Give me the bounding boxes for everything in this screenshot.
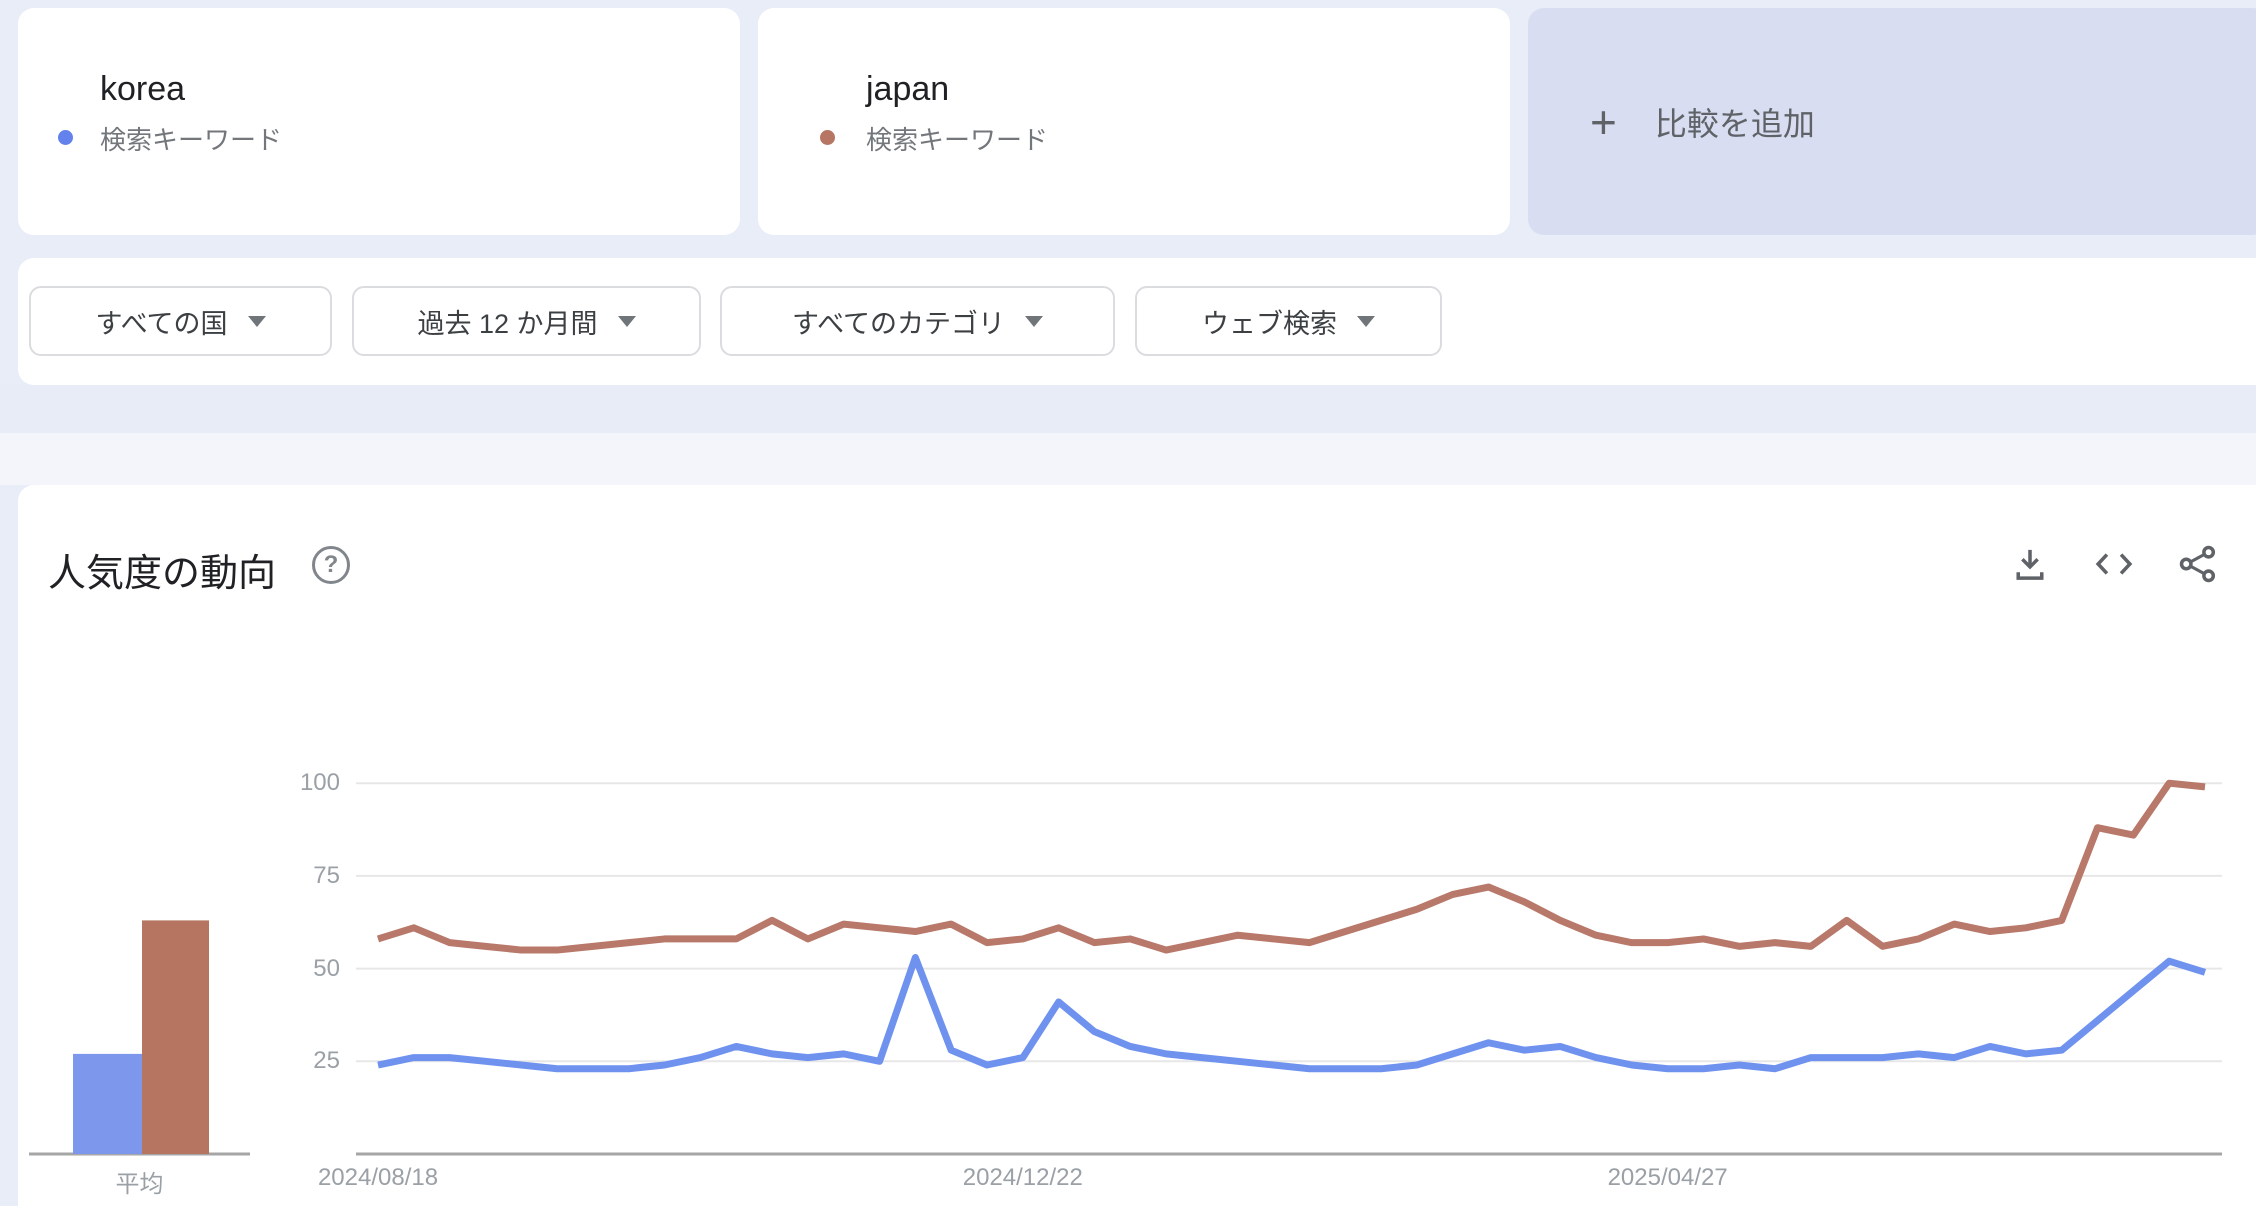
embed-code-icon[interactable] [2094, 544, 2134, 584]
term-card-japan[interactable]: japan 検索キーワード [758, 8, 1510, 235]
page-background-band-light [0, 433, 2256, 485]
filter-search-type-button[interactable]: ウェブ検索 [1135, 286, 1442, 356]
y-axis-tick-label: 75 [313, 861, 340, 889]
filter-search-type-label: ウェブ検索 [1202, 308, 1337, 339]
japan-series-dot-icon [820, 130, 835, 145]
y-axis-tick-label: 100 [299, 769, 340, 797]
term-type-label: 検索キーワード [866, 125, 1049, 155]
share-icon[interactable] [2178, 544, 2218, 584]
page-background-band [0, 385, 2256, 433]
korea-series-dot-icon [58, 130, 73, 145]
filter-region-label: すべての国 [95, 308, 228, 339]
y-axis-tick-label: 50 [313, 954, 340, 982]
help-icon[interactable]: ? [312, 546, 350, 584]
term-card-korea[interactable]: korea 検索キーワード [18, 8, 740, 235]
x-axis-tick-label: 2024/08/18 [317, 1164, 439, 1191]
add-comparison-card[interactable]: + 比較を追加 [1528, 8, 2256, 235]
filter-region-button[interactable]: すべての国 [29, 286, 332, 356]
chevron-down-icon [1025, 315, 1044, 327]
chevron-down-icon [1357, 315, 1375, 327]
filter-time-range-button[interactable]: 過去 12 か月間 [352, 286, 701, 356]
add-comparison-label: 比較を追加 [1654, 105, 1815, 142]
x-axis-tick-label: 2024/12/22 [962, 1164, 1083, 1191]
filter-time-range-label: 過去 12 か月間 [417, 308, 598, 339]
chart-toolbar [2010, 544, 2218, 584]
section-title: 人気度の動向 [48, 553, 277, 595]
term-keyword: japan [866, 70, 950, 108]
plus-icon: + [1590, 95, 1617, 148]
term-keyword: korea [100, 70, 186, 108]
filter-category-button[interactable]: すべてのカテゴリ [720, 286, 1115, 356]
x-axis-tick-label: 2025/04/27 [1607, 1164, 1728, 1191]
average-label: 平均 [115, 1171, 164, 1198]
term-type-label: 検索キーワード [100, 125, 283, 155]
filter-category-label: すべてのカテゴリ [791, 308, 1006, 339]
download-icon[interactable] [2010, 544, 2050, 584]
chevron-down-icon [617, 315, 636, 327]
interest-over-time-card [18, 485, 2256, 1206]
y-axis-tick-label: 25 [313, 1047, 340, 1075]
chevron-down-icon [247, 315, 266, 327]
